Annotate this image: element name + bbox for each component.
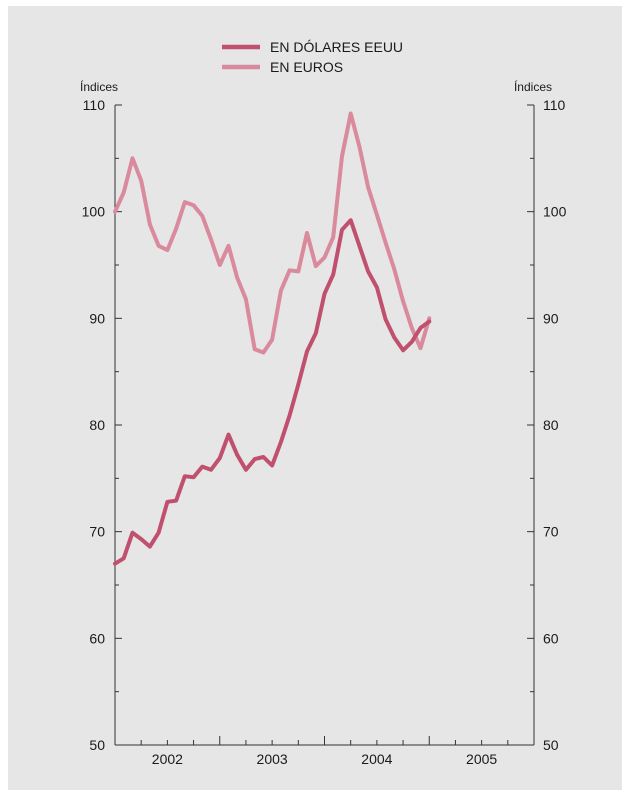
y-tick-label-right-90: 90	[543, 310, 559, 326]
axis-ticks	[114, 104, 535, 746]
y-tick-label-right-70: 70	[543, 524, 559, 540]
x-tick-label-2004: 2004	[361, 751, 392, 767]
y-tick-label-right-50: 50	[543, 737, 559, 753]
series-lines	[113, 111, 432, 566]
x-tick-label-2002: 2002	[152, 751, 183, 767]
legend-label-dolares: EN DÓLARES EEUU	[270, 39, 403, 55]
y-tick-label-left-70: 70	[89, 524, 105, 540]
chart-panel	[8, 6, 622, 790]
y-tick-label-left-100: 100	[82, 204, 106, 220]
right-axis-unit: Índices	[514, 79, 552, 94]
series-line-euros	[113, 111, 432, 355]
y-tick-label-left-110: 110	[83, 97, 106, 113]
legend: EN DÓLARES EEUU EN EUROS	[222, 39, 403, 75]
legend-label-euros: EN EUROS	[270, 59, 343, 75]
left-axis-unit: Índices	[80, 79, 118, 94]
y-tick-label-right-80: 80	[543, 417, 559, 433]
y-tick-label-left-50: 50	[89, 737, 105, 753]
y-tick-label-right-100: 100	[543, 204, 567, 220]
x-tick-label-2005: 2005	[466, 751, 497, 767]
y-tick-label-left-60: 60	[89, 630, 105, 646]
axis-tick-labels: 50 50 60 60 70 70 80 80 90 90 100 100 110 110 2002 2003…	[82, 97, 567, 767]
y-tick-label-left-80: 80	[89, 417, 105, 433]
y-tick-label-right-60: 60	[543, 630, 559, 646]
series-line-dolares	[113, 218, 432, 566]
y-tick-label-right-110: 110	[543, 97, 566, 113]
y-tick-label-left-90: 90	[89, 310, 105, 326]
x-tick-label-2003: 2003	[257, 751, 288, 767]
